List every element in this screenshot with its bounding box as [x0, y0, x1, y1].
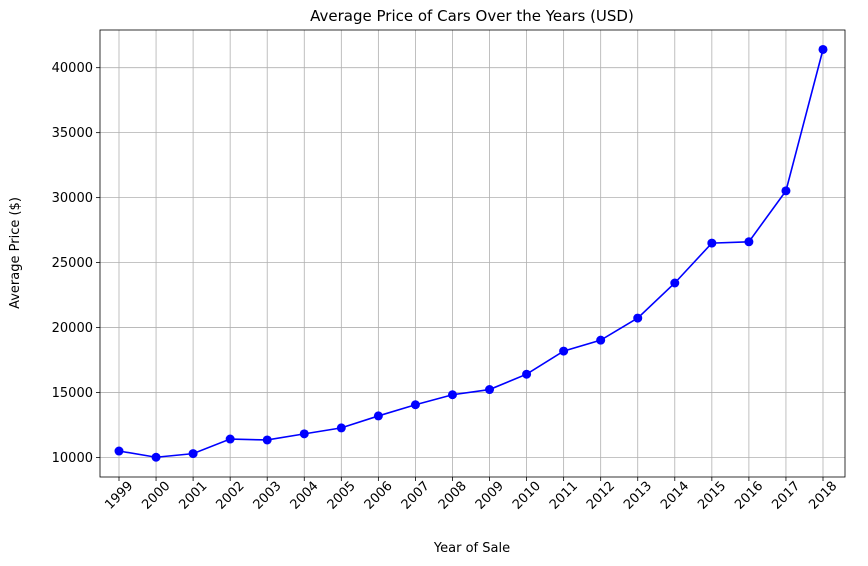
data-point: [410, 400, 420, 410]
x-tick-label: 2006: [362, 479, 396, 513]
y-axis-title: Average Price ($): [8, 197, 23, 309]
x-tick-label: 2008: [436, 479, 470, 513]
data-point: [447, 390, 457, 400]
x-tick-label: 2015: [695, 479, 729, 513]
data-point: [559, 346, 569, 356]
y-tick-label: 40000: [52, 61, 93, 76]
data-point: [670, 278, 680, 288]
x-tick-label: 2009: [473, 479, 507, 513]
y-axis: 10000 15000 20000 25000 30000 35000 40000: [52, 61, 100, 466]
y-tick-label: 10000: [52, 451, 93, 466]
plot-frame: [99, 29, 846, 478]
data-point: [781, 186, 791, 196]
x-tick-label: 2004: [288, 479, 322, 513]
data-point: [151, 452, 161, 462]
y-tick-label: 15000: [52, 386, 93, 401]
x-tick-label: 2005: [325, 479, 359, 513]
data-point: [707, 238, 717, 248]
y-tick-label: 20000: [52, 321, 93, 336]
x-tick-label: 2017: [769, 479, 803, 513]
series-line: [118, 49, 824, 459]
data-point: [744, 237, 754, 247]
data-point: [188, 449, 198, 459]
x-tick-label: 2018: [806, 479, 840, 513]
x-tick-label: 2007: [399, 479, 433, 513]
chart-title: Average Price of Cars Over the Years (US…: [310, 7, 634, 25]
x-tick-label: 2013: [621, 479, 655, 513]
x-tick-label: 2003: [251, 479, 285, 513]
x-tick-label: 1999: [102, 479, 136, 513]
x-tick-label: 2000: [139, 479, 173, 513]
data-point: [818, 44, 828, 54]
x-axis-title: Year of Sale: [433, 541, 510, 556]
data-point: [522, 369, 532, 379]
data-point: [633, 313, 643, 323]
grid: [100, 30, 845, 477]
x-tick-label: 2011: [547, 479, 581, 513]
y-tick-label: 25000: [52, 256, 93, 271]
x-tick-label: 2001: [176, 479, 210, 513]
data-point: [114, 446, 124, 456]
x-tick-label: 2014: [658, 479, 692, 513]
data-point: [596, 335, 606, 345]
data-points: [114, 44, 828, 462]
x-tick-label: 2002: [214, 479, 248, 513]
x-tick-label: 2010: [510, 479, 544, 513]
data-point: [225, 434, 235, 444]
x-axis: 1999 2000 2001 2002 2003 2004 2005 2006 2007 2008…: [102, 477, 840, 513]
data-point: [299, 429, 309, 439]
y-tick-label: 35000: [52, 126, 93, 141]
data-point: [336, 423, 346, 433]
data-point: [485, 385, 495, 395]
data-point: [262, 435, 272, 445]
y-tick-label: 30000: [52, 191, 93, 206]
x-tick-label: 2012: [584, 479, 618, 513]
x-tick-label: 2016: [732, 479, 766, 513]
data-point: [373, 411, 383, 421]
